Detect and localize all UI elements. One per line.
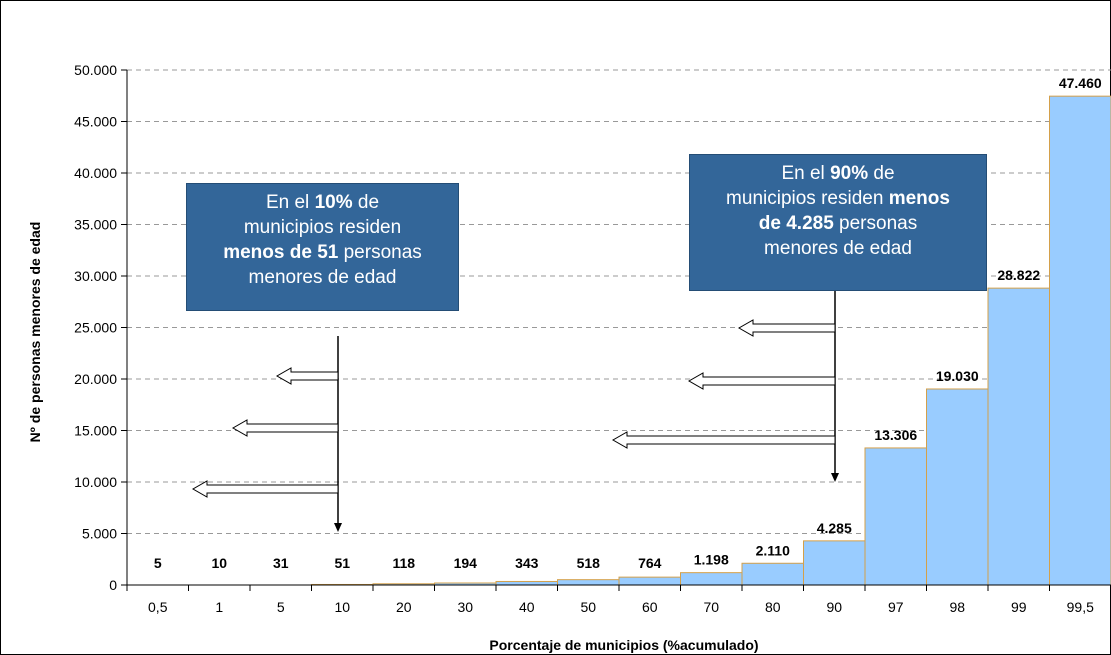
- data-label: 31: [273, 555, 289, 571]
- y-tick-label: 25.000: [74, 320, 117, 336]
- data-label: 343: [515, 555, 539, 571]
- data-label: 118: [392, 555, 415, 571]
- bar: [618, 576, 681, 586]
- data-label: 10: [211, 555, 227, 571]
- data-label: 4.285: [817, 520, 852, 536]
- x-tick-label: 98: [949, 599, 965, 615]
- y-tick-label: 10.000: [74, 474, 117, 490]
- callout-right-text-1: En el: [781, 163, 831, 184]
- bar: [741, 562, 804, 586]
- y-tick-label: 40.000: [74, 165, 117, 181]
- callout-left-text-5: menores de edad: [248, 267, 397, 288]
- x-tick-label: 1: [215, 599, 223, 615]
- data-label: 13.306: [874, 427, 917, 443]
- callout-right-text-5: menores de edad: [764, 238, 912, 259]
- left-hollow-arrow-3: [191, 480, 339, 498]
- x-tick-label: 99,5: [1067, 599, 1094, 615]
- callout-right: En el 90% de municipios residen menos de…: [689, 154, 987, 291]
- data-label: 5: [154, 555, 162, 571]
- x-tick-label: 5: [277, 599, 285, 615]
- x-tick-label: 50: [580, 599, 596, 615]
- x-tick-label: 30: [457, 599, 473, 615]
- callout-left-text-2: de: [352, 192, 380, 213]
- left-vertical-arrowhead: [334, 523, 342, 532]
- y-tick-label: 45.000: [74, 114, 117, 130]
- y-tick-label: 20.000: [74, 371, 117, 387]
- right-hollow-arrow-1: [737, 319, 836, 337]
- x-tick-label: 70: [703, 599, 719, 615]
- left-hollow-arrow-1: [275, 367, 339, 385]
- callout-right-bold-3: de 4.285: [758, 213, 834, 234]
- y-tick-label: 35.000: [74, 217, 117, 233]
- x-tick-label: 80: [765, 599, 781, 615]
- bar: [864, 447, 927, 586]
- y-tick-label: 30.000: [74, 268, 117, 284]
- callout-right-text-4: personas: [833, 213, 918, 234]
- bar: [987, 287, 1050, 586]
- data-label: 2.110: [756, 542, 790, 558]
- y-tick-label: 15.000: [74, 423, 117, 439]
- bar: [495, 580, 558, 586]
- x-tick-label: 0,5: [148, 599, 168, 615]
- callout-right-bold-2: menos: [888, 188, 950, 209]
- bar: [1049, 95, 1111, 586]
- x-tick-label: 99: [1011, 599, 1027, 615]
- x-tick-label: 40: [519, 599, 535, 615]
- bar: [557, 579, 620, 586]
- right-hollow-arrow-3: [611, 431, 836, 449]
- callout-right-text-2: de: [868, 163, 895, 184]
- callout-right-text-3: municipios residen: [726, 188, 889, 209]
- y-axis-title: Nº de personas menores de edad: [27, 222, 43, 443]
- right-vertical-arrowhead: [831, 473, 839, 482]
- x-tick-label: 60: [642, 599, 658, 615]
- callout-left-bold-1: 10%: [314, 192, 353, 213]
- data-label: 518: [577, 555, 601, 571]
- callout-right-bold-1: 90%: [830, 163, 869, 184]
- data-label: 51: [334, 555, 350, 571]
- data-label: 47.460: [1059, 75, 1102, 91]
- callout-left: En el 10% de municipios residen menos de…: [186, 183, 459, 311]
- x-tick-label: 10: [334, 599, 350, 615]
- x-axis-title: Porcentaje de municipios (%acumulado): [489, 637, 758, 653]
- data-label: 19.030: [936, 368, 979, 384]
- x-tick-label: 90: [826, 599, 842, 615]
- bar: [803, 540, 866, 586]
- bar: [680, 572, 743, 586]
- data-label: 194: [454, 555, 478, 571]
- callout-left-bold-2: menos de 51: [223, 242, 339, 263]
- bar: [926, 388, 989, 586]
- data-label: 1.198: [694, 552, 729, 568]
- callout-left-text-4: personas: [338, 242, 422, 263]
- x-tick-label: 97: [888, 599, 904, 615]
- right-hollow-arrow-2: [687, 372, 836, 390]
- y-tick-label: 0: [109, 577, 117, 593]
- data-label: 764: [638, 555, 662, 571]
- y-tick-label: 5.000: [82, 526, 117, 542]
- callout-left-text-3: municipios residen: [243, 217, 402, 238]
- callout-left-text-1: En el: [265, 192, 315, 213]
- y-tick-label: 50.000: [74, 62, 117, 78]
- x-tick-label: 20: [396, 599, 412, 615]
- left-hollow-arrow-2: [231, 419, 339, 437]
- data-label: 28.822: [997, 267, 1040, 283]
